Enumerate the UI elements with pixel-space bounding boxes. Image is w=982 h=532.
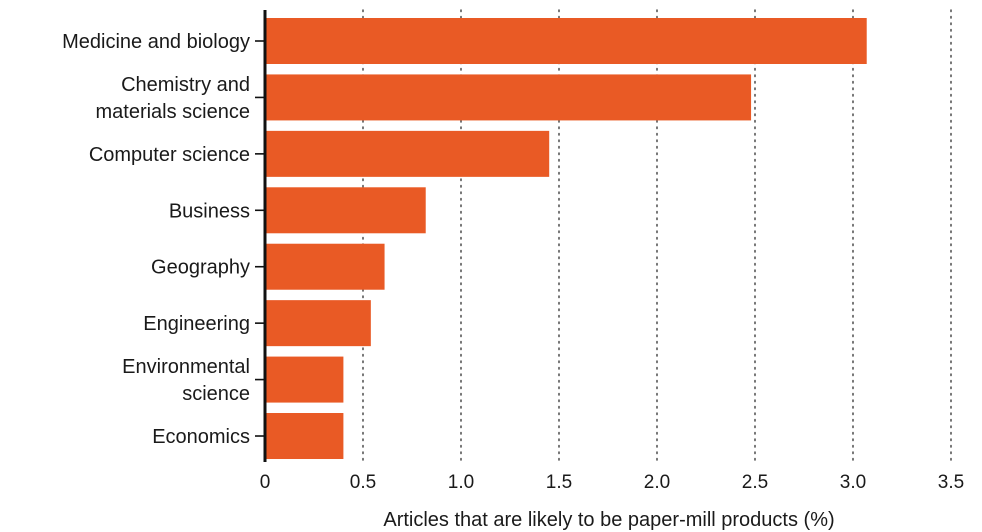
x-tick-label: 0: [260, 472, 271, 493]
category-label: Environmental: [122, 356, 250, 378]
grid-lines: [362, 9, 952, 463]
x-tick-label: 2.5: [742, 472, 768, 493]
x-tick-label: 3.0: [840, 472, 866, 493]
bar: [265, 130, 550, 177]
x-axis-title: Articles that are likely to be paper-mil…: [383, 509, 834, 531]
category-label: Economics: [152, 426, 250, 448]
bar: [265, 74, 752, 121]
category-label: science: [182, 383, 250, 405]
bar: [265, 413, 344, 460]
category-label: Chemistry and: [121, 74, 250, 96]
category-label: Engineering: [143, 313, 250, 335]
bar: [265, 18, 867, 64]
category-label: Computer science: [89, 144, 250, 166]
x-tick-labels: 0 0.5 1.0 1.5 2.0 2.5 3.0 3.5: [260, 472, 965, 493]
bars: [265, 18, 867, 460]
category-label: Business: [169, 200, 250, 222]
category-label: Medicine and biology: [62, 31, 250, 53]
category-labels: Medicine and biology Chemistry and materia…: [62, 31, 265, 448]
x-tick-label: 3.5: [938, 472, 964, 493]
category-label: Geography: [151, 257, 250, 279]
x-tick-label: 1.5: [546, 472, 572, 493]
category-label: materials science: [95, 101, 250, 123]
bar: [265, 187, 426, 234]
x-tick-label: 2.0: [644, 472, 670, 493]
bar: [265, 300, 371, 347]
x-tick-label: 1.0: [448, 472, 474, 493]
x-tick-label: 0.5: [350, 472, 376, 493]
bar: [265, 243, 385, 290]
bar: [265, 356, 344, 403]
